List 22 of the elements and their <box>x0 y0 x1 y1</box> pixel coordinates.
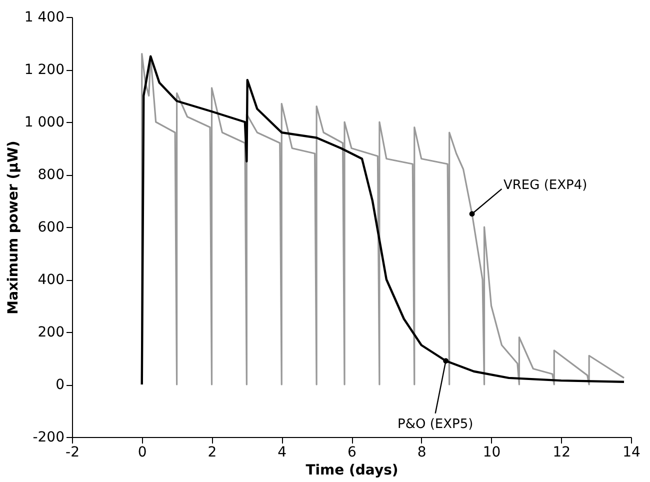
x-tick-label: -2 <box>66 444 80 460</box>
x-tick-label: 6 <box>348 444 357 460</box>
y-tick-label: -200 <box>32 430 64 446</box>
y-tick-label: 200 <box>38 324 64 340</box>
x-tick-label: 12 <box>552 444 571 460</box>
y-tick-label: 1 200 <box>24 62 64 78</box>
x-tick-label: 14 <box>622 444 640 460</box>
y-axis-title: Maximum power (μW) <box>5 140 22 314</box>
y-tick-label: 800 <box>38 167 64 183</box>
x-tick-label: 0 <box>138 444 147 460</box>
y-tick-label: 600 <box>38 220 64 236</box>
y-tick-label: 1 400 <box>24 10 64 26</box>
x-tick-label: 2 <box>208 444 217 460</box>
x-tick-label: 8 <box>417 444 426 460</box>
y-tick-label: 0 <box>56 377 64 393</box>
y-tick-label: 400 <box>38 272 64 288</box>
y-tick-label: 1 000 <box>24 114 64 130</box>
x-tick-label: 4 <box>278 444 287 460</box>
text: P&O (EXP5) <box>397 416 474 432</box>
x-axis-title: Time (days) <box>306 462 398 478</box>
text: VREG (EXP4) <box>503 178 588 193</box>
x-tick-label: 10 <box>482 444 501 460</box>
